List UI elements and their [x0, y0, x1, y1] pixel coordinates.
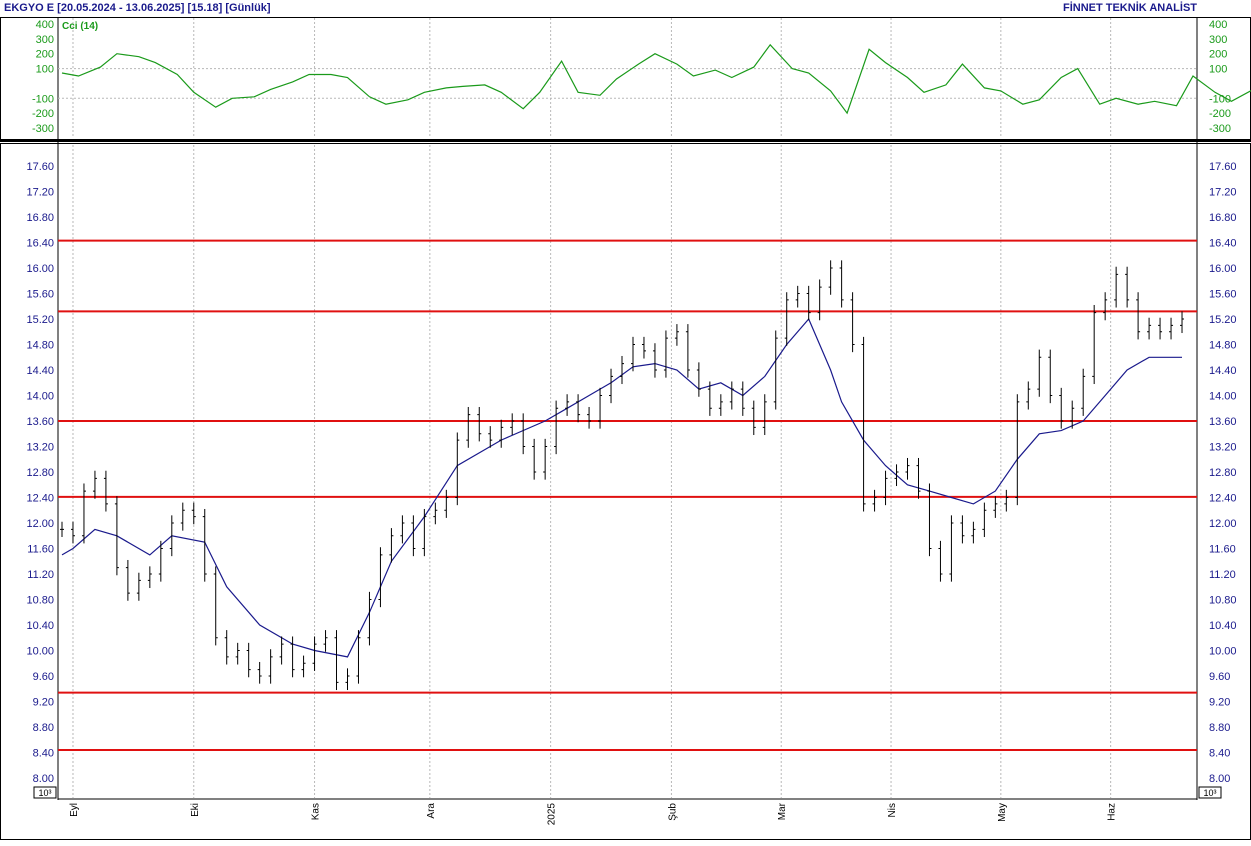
- cci-tick-left: 400: [36, 19, 54, 31]
- price-tick-left: 17.20: [26, 187, 54, 199]
- cci-tick-left: -300: [32, 123, 54, 135]
- price-tick-right: 9.60: [1209, 671, 1230, 683]
- x-axis-label: Ara: [426, 803, 437, 819]
- axis-labels: 400 400 300 300 200 200 100 100 -100 -100 -200 -200…: [26, 19, 1236, 825]
- price-tick-right: 11.20: [1209, 569, 1236, 581]
- price-tick-right: 15.60: [1209, 289, 1237, 301]
- price-tick-right: 8.00: [1209, 773, 1230, 785]
- cci-panel-frame: [0, 17, 1251, 140]
- price-plot: [60, 260, 1185, 691]
- scale-box: [33, 786, 57, 799]
- chart-source: FİNNET TEKNİK ANALİST: [1062, 2, 1197, 14]
- cci-tick-right: -100: [1209, 93, 1231, 105]
- cci-tick-right: -300: [1209, 123, 1231, 135]
- cci-tick-right: -200: [1209, 108, 1231, 120]
- price-tick-left: 12.80: [26, 467, 54, 479]
- price-tick-left: 9.60: [33, 671, 54, 683]
- cci-plot: [61, 43, 1251, 115]
- price-tick-right: 12.80: [1209, 467, 1237, 479]
- price-tick-left: 17.60: [26, 161, 54, 173]
- price-tick-right: 14.40: [1209, 365, 1237, 377]
- price-tick-right: 12.40: [1209, 493, 1237, 505]
- price-tick-right: 16.80: [1209, 212, 1237, 224]
- cci-label: Cci (14): [62, 21, 99, 32]
- horizontal-levels: [58, 239, 1197, 751]
- x-axis-label: Eki: [190, 803, 201, 817]
- x-axis-label: Eyl: [69, 803, 80, 817]
- price-tick-left: 8.00: [33, 773, 54, 785]
- price-tick-left: 10.40: [26, 620, 54, 632]
- cci-tick-right: 200: [1209, 49, 1227, 61]
- x-axis-label: Kas: [311, 803, 322, 820]
- price-tick-left: 13.60: [26, 416, 54, 428]
- price-tick-right: 8.80: [1209, 722, 1230, 734]
- grid-lines: [58, 18, 1197, 798]
- cci-tick-right: 100: [1209, 64, 1227, 76]
- x-axis-label: Mar: [777, 802, 788, 820]
- price-tick-right: 10.40: [1209, 620, 1237, 632]
- cci-tick-left: 200: [36, 49, 54, 61]
- price-tick-right: 14.00: [1209, 391, 1237, 403]
- price-panel-frame: [0, 143, 1251, 840]
- price-tick-right: 16.00: [1209, 263, 1237, 275]
- x-axis-label: 2025: [547, 803, 558, 826]
- price-tick-left: 13.20: [26, 442, 54, 454]
- price-tick-right: 10.00: [1209, 646, 1237, 658]
- price-tick-right: 16.40: [1209, 238, 1237, 250]
- cci-tick-left: 300: [36, 34, 54, 46]
- cci-tick-left: -100: [32, 93, 54, 105]
- cci-tick-right: 400: [1209, 19, 1227, 31]
- price-tick-left: 11.60: [27, 544, 54, 556]
- price-tick-left: 16.80: [26, 212, 54, 224]
- x-axis-label: May: [997, 803, 1008, 822]
- price-tick-right: 13.20: [1209, 442, 1237, 454]
- cci-tick-left: -200: [32, 108, 54, 120]
- price-tick-left: 8.40: [33, 748, 54, 760]
- price-tick-left: 12.40: [26, 493, 54, 505]
- cci-tick-left: 100: [36, 64, 54, 76]
- price-tick-right: 17.20: [1209, 187, 1237, 199]
- price-tick-left: 16.00: [26, 263, 54, 275]
- scale-label: 10³: [1203, 788, 1216, 798]
- price-tick-right: 11.60: [1209, 544, 1236, 556]
- scale-label: 10³: [38, 788, 51, 798]
- price-tick-left: 15.60: [26, 289, 54, 301]
- chart-title: EKGYO E [20.05.2024 - 13.06.2025] [15.18…: [4, 2, 271, 14]
- cci-tick-right: 300: [1209, 34, 1227, 46]
- price-tick-right: 17.60: [1209, 161, 1237, 173]
- cci-series-line: [61, 43, 1251, 115]
- price-tick-left: 16.40: [26, 238, 54, 250]
- price-tick-left: 12.00: [26, 518, 54, 530]
- price-tick-right: 8.40: [1209, 748, 1230, 760]
- moving-average-plot: [61, 317, 1182, 658]
- price-tick-right: 12.00: [1209, 518, 1237, 530]
- price-tick-right: 9.20: [1209, 697, 1230, 709]
- scale-box: [1198, 786, 1222, 799]
- moving-average-line: [61, 317, 1182, 658]
- price-tick-right: 15.20: [1209, 314, 1237, 326]
- x-axis-label: Şub: [667, 803, 678, 821]
- x-axis-label: Haz: [1107, 803, 1118, 821]
- price-tick-right: 10.80: [1209, 595, 1237, 607]
- price-tick-right: 13.60: [1209, 416, 1237, 428]
- price-tick-left: 15.20: [26, 314, 54, 326]
- price-tick-left: 14.00: [26, 391, 54, 403]
- price-tick-left: 9.20: [33, 697, 54, 709]
- x-axis-label: Nis: [887, 803, 898, 817]
- price-tick-left: 10.00: [26, 646, 54, 658]
- price-tick-left: 14.40: [26, 365, 54, 377]
- price-tick-left: 8.80: [33, 722, 54, 734]
- price-tick-left: 14.80: [26, 340, 54, 352]
- price-tick-left: 10.80: [26, 595, 54, 607]
- panel-frames: [0, 17, 1251, 840]
- price-tick-left: 11.20: [27, 569, 54, 581]
- price-tick-right: 14.80: [1209, 340, 1237, 352]
